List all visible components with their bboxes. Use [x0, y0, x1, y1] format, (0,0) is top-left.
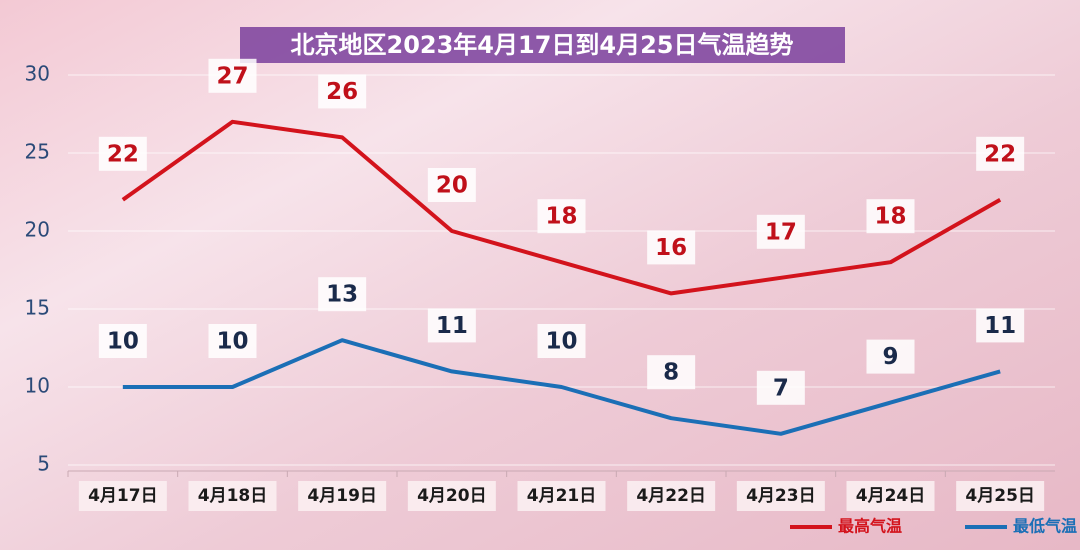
data-label: 17: [765, 219, 797, 245]
x-tick-label: 4月18日: [198, 486, 268, 506]
data-label: 22: [107, 141, 139, 167]
data-label: 26: [326, 79, 358, 105]
x-label-box: [407, 481, 496, 511]
legend-label: 最高气温: [838, 517, 902, 536]
data-label: 18: [874, 204, 906, 230]
data-label-box: [427, 308, 476, 343]
x-tick-label: 4月25日: [965, 486, 1035, 506]
data-label: 13: [326, 282, 358, 308]
data-label: 9: [882, 344, 898, 370]
series-line: [122, 338, 1001, 436]
series-line: [121, 119, 1002, 296]
y-tick-label: 20: [25, 218, 50, 242]
data-label-box: [537, 199, 586, 234]
data-label-box: [866, 339, 915, 374]
data-label-box: [318, 74, 367, 109]
x-label-box: [956, 481, 1045, 511]
data-label-box: [537, 324, 586, 358]
y-tick-label: 25: [25, 140, 50, 164]
data-label-box: [647, 355, 696, 390]
x-label-box: [517, 481, 606, 511]
data-label: 11: [436, 313, 468, 339]
data-label-box: [208, 58, 257, 93]
data-label: 22: [984, 141, 1016, 167]
data-label-box: [98, 324, 147, 358]
x-label-box: [736, 481, 825, 511]
y-tick-label: 15: [25, 296, 50, 320]
title-band: [240, 27, 845, 63]
x-label-box: [846, 481, 935, 511]
x-tick-label: 4月21日: [527, 486, 597, 506]
data-label: 7: [773, 375, 789, 401]
data-label-box: [647, 230, 696, 265]
data-label-box: [976, 136, 1025, 171]
x-tick-label: 4月23日: [746, 486, 816, 506]
data-label: 8: [663, 360, 679, 386]
data-label: 10: [216, 329, 248, 355]
data-label: 10: [545, 329, 577, 355]
x-label-box: [78, 481, 167, 511]
chart-title: 北京地区2023年4月17日到4月25日气温趋势: [291, 31, 794, 59]
x-label-box: [627, 481, 716, 511]
legend-label: 最低气温: [1013, 517, 1077, 536]
x-label-box: [298, 481, 387, 511]
data-label: 20: [436, 173, 468, 199]
y-tick-label: 10: [25, 374, 50, 398]
data-label: 10: [107, 329, 139, 355]
x-tick-label: 4月17日: [88, 486, 158, 506]
data-label-box: [976, 308, 1025, 343]
data-label-box: [756, 370, 805, 405]
x-tick-label: 4月20日: [417, 486, 487, 506]
y-tick-label: 30: [25, 62, 50, 86]
x-tick-label: 4月22日: [636, 486, 706, 506]
data-label-box: [318, 277, 367, 312]
x-tick-label: 4月24日: [856, 486, 926, 506]
data-label: 11: [984, 313, 1016, 339]
data-label-box: [427, 168, 476, 202]
x-label-box: [188, 481, 277, 511]
data-label: 18: [545, 204, 577, 230]
data-label: 27: [216, 63, 248, 89]
x-tick-label: 4月19日: [307, 486, 377, 506]
data-label-box: [756, 214, 805, 249]
y-tick-label: 5: [37, 452, 50, 476]
data-label-box: [98, 136, 147, 171]
data-label-box: [208, 324, 257, 358]
data-label-box: [866, 199, 915, 234]
data-label: 16: [655, 235, 687, 261]
